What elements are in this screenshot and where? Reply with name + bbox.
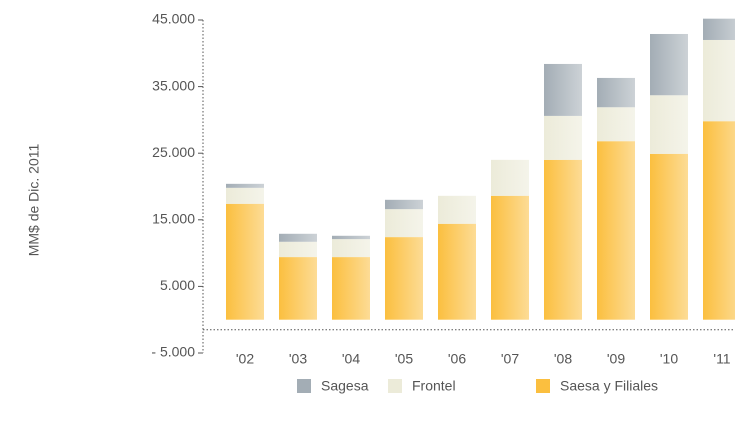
bar-segment	[703, 39, 735, 122]
y-axis-label: MM$ de Dic. 2011	[26, 144, 42, 257]
bars	[226, 18, 735, 320]
bar-segment	[544, 159, 582, 320]
bar-segment	[332, 257, 370, 320]
y-tick-label: 45.000	[152, 11, 195, 27]
legend-label: Frontel	[412, 378, 456, 394]
legend-label: Sagesa	[321, 378, 369, 394]
x-tick-label: '04	[342, 351, 360, 367]
bar-segment	[385, 209, 423, 238]
bar-segment	[703, 18, 735, 40]
bar-segment	[650, 33, 688, 96]
y-tick-label: - 5.000	[151, 344, 195, 360]
bar-segment	[332, 239, 370, 258]
x-tick-label: '05	[395, 351, 413, 367]
x-tick-label: '09	[607, 351, 625, 367]
legend-swatch	[536, 379, 550, 393]
x-tick-label: '10	[660, 351, 678, 367]
bar-segment	[279, 233, 317, 242]
bar-segment	[279, 257, 317, 320]
bar-segment	[332, 235, 370, 240]
bar-segment	[544, 115, 582, 160]
bar-segment	[703, 121, 735, 320]
legend-swatch	[388, 379, 402, 393]
x-tick-label: '03	[289, 351, 307, 367]
bar-segment	[226, 183, 264, 188]
legend-label: Saesa y Filiales	[560, 378, 658, 394]
bar-segment	[650, 95, 688, 154]
y-tick-label: 15.000	[152, 211, 195, 227]
bar-segment	[491, 159, 529, 196]
bar-segment	[597, 107, 635, 142]
bar-segment	[438, 223, 476, 320]
bar-segment	[597, 141, 635, 320]
y-tick-label: 25.000	[152, 144, 195, 160]
bar-segment	[385, 199, 423, 210]
bar-segment	[226, 187, 264, 204]
bar-segment	[279, 241, 317, 258]
x-tick-label: '02	[236, 351, 254, 367]
x-tick-label: '11	[713, 351, 730, 367]
x-tick-label: '08	[554, 351, 572, 367]
legend-swatch	[297, 379, 311, 393]
bar-segment	[491, 195, 529, 320]
bar-segment	[650, 153, 688, 320]
bar-segment	[544, 63, 582, 116]
y-tick-label: 5.000	[160, 277, 195, 293]
y-tick-label: 35.000	[152, 77, 195, 93]
x-tick-label: '07	[501, 351, 519, 367]
bar-segment	[597, 77, 635, 108]
bar-segment	[438, 195, 476, 224]
x-tick-label: '06	[448, 351, 466, 367]
bar-segment	[226, 203, 264, 320]
bar-segment	[385, 237, 423, 320]
